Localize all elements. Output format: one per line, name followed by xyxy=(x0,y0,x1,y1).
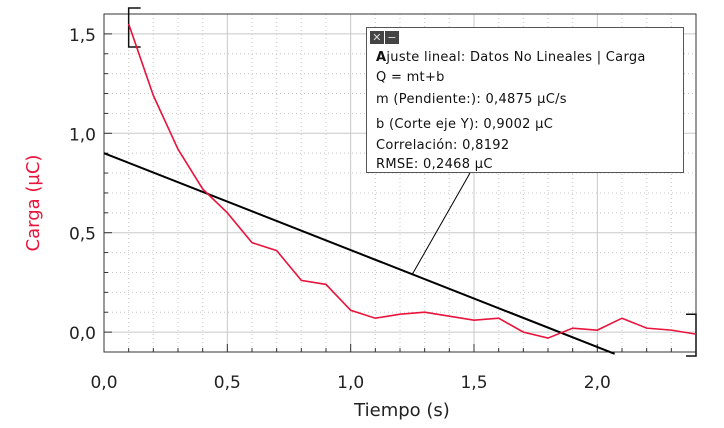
fit-title: Ajuste lineal: Datos No Lineales | Carga xyxy=(376,50,646,65)
fit-correlation: Correlación: 0,8192 xyxy=(376,138,510,153)
tick-labels: 0,0 0,5 1,0 1,5 2,0 0,0 0,5 1,0 1,5 xyxy=(69,26,611,393)
fit-rmse: RMSE: 0,2468 µC xyxy=(376,157,493,172)
x-tick-label: 0,0 xyxy=(90,373,117,393)
range-brackets xyxy=(127,7,697,357)
fit-leader-line xyxy=(411,172,471,275)
x-tick-label: 1,0 xyxy=(337,373,364,393)
y-tick-label: 0,5 xyxy=(69,225,96,245)
minimize-icon[interactable]: − xyxy=(385,31,399,44)
fit-slope: m (Pendiente:): 0,4875 µC/s xyxy=(376,92,567,107)
x-tick-label: 0,5 xyxy=(214,373,241,393)
linear-fit-box[interactable]: ✕ − Ajuste lineal: Datos No Lineales | C… xyxy=(366,27,684,173)
fit-line xyxy=(103,152,615,355)
fit-range-end-bracket xyxy=(686,313,697,357)
x-tick-label: 1,5 xyxy=(460,373,487,393)
fit-range-start-bracket xyxy=(127,7,141,48)
series-layer xyxy=(127,23,697,339)
data-series-line xyxy=(127,23,697,339)
y-tick-label: 0,0 xyxy=(69,324,96,344)
y-axis-title: Carga (µC) xyxy=(23,155,44,252)
close-icon[interactable]: ✕ xyxy=(370,31,384,44)
fit-equation: Q = mt+b xyxy=(376,70,445,85)
y-tick-label: 1,5 xyxy=(69,26,96,46)
x-axis-title: Tiempo (s) xyxy=(353,400,450,421)
fit-intercept: b (Corte eje Y): 0,9002 µC xyxy=(376,117,554,132)
x-tick-label: 2,0 xyxy=(584,373,611,393)
ticks xyxy=(103,13,697,353)
y-tick-label: 1,0 xyxy=(69,125,96,145)
